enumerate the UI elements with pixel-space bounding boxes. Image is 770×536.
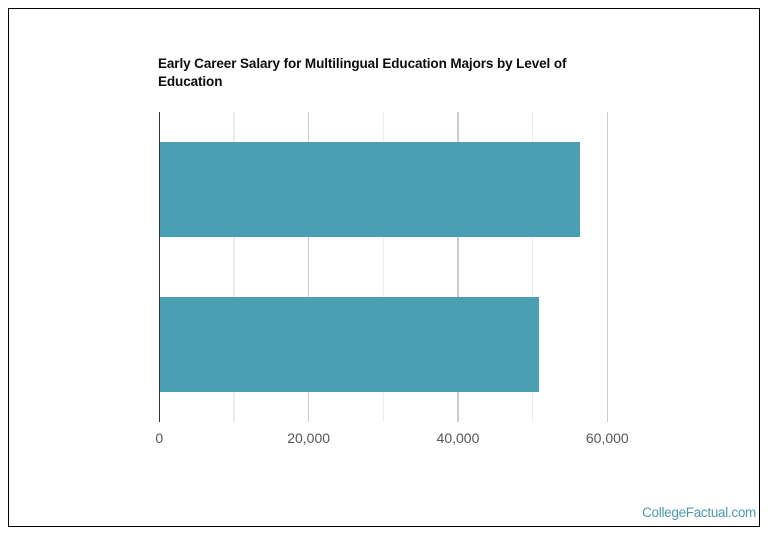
x-axis-tick-label: 20,000 [287,430,331,446]
minor-gridline [532,112,534,422]
x-axis-tick-label: 60,000 [585,430,629,446]
brand-link[interactable]: CollegeFactual.com [642,504,756,520]
major-gridline [308,112,310,422]
x-axis-baseline [158,112,161,422]
bar-level-1 [159,141,580,237]
minor-gridline [382,112,384,422]
x-axis-tick-label: 0 [155,430,164,446]
chart-title: Early Career Salary for Multilingual Edu… [158,56,567,89]
major-gridline [606,112,608,422]
major-gridline [457,112,459,422]
x-axis-tick-label: 40,000 [436,430,480,446]
minor-gridline [233,112,235,422]
bar-level-2 [159,296,539,392]
